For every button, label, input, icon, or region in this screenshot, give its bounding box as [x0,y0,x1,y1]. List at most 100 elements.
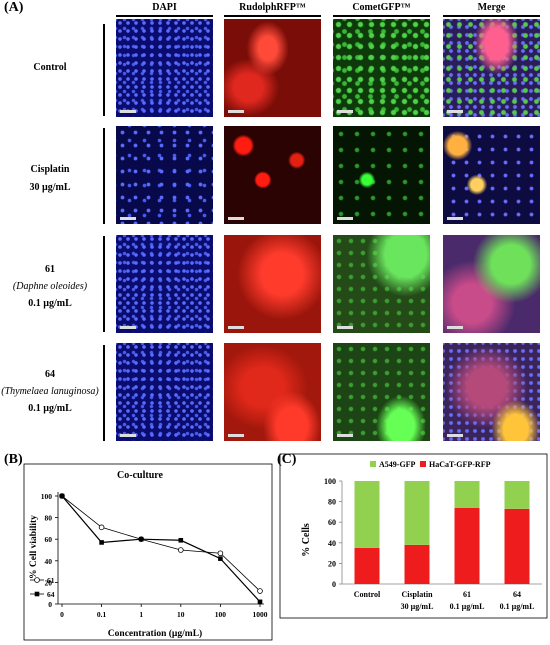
bar-segment-hacat-gfp-rfp [404,544,430,584]
micrograph-64-dapi [116,343,213,441]
data-point-61 [257,588,263,594]
y-tick-label: 0 [48,600,52,609]
scale-bar [228,326,244,329]
chart-frame [23,463,273,641]
scale-bar [120,110,136,113]
y-axis-label: % Cells [301,523,312,557]
data-point-61 [217,550,224,557]
x-tick-label: Cisplatin [401,590,433,599]
bar-segment-a549-gfp [404,481,430,545]
data-point-64 [138,536,144,542]
x-tick-label: 64 [513,590,521,599]
x-tick-label: 1000 [253,610,268,619]
data-point-64 [218,556,223,561]
scale-bar [228,217,244,220]
series-line-64 [61,495,261,603]
y-tick-label: 40 [328,539,336,548]
row-label-61: 61 (Daphne oleoides) 0.1 µg/mL [0,263,100,311]
bar-segment-a549-gfp [454,481,480,508]
y-tick-label: 0 [332,580,336,589]
column-header-rfp: RudolphRFP™ [239,2,306,13]
scale-bar [337,217,353,220]
column-rule [333,15,430,17]
scale-bar [447,434,463,437]
x-tick-label: 0.1 µg/mL [500,602,535,611]
y-tick-label: 60 [45,535,53,544]
axes: 0 20 40 60 80 100 Control Cisplatin 30 µg/mL 61 0.… [324,477,542,611]
row-label-species: (Thymelaea lanuginosa) [1,386,99,397]
x-tick-label: 10 [177,610,185,619]
x-tick-label: 1 [139,610,143,619]
data-point-64 [178,537,184,543]
row-label-line: Cisplatin [30,164,70,175]
y-tick-label: 20 [45,578,53,587]
micrograph-61-gfp [333,235,430,333]
column-header-gfp: CometGFP™ [352,2,411,13]
micrograph-61-merge [443,235,540,333]
scale-bar [447,217,463,220]
legend-label-hacat-gfp-rfp: HaCaT-GFP-RFP [429,460,491,469]
scale-bar [120,434,136,437]
x-tick-label: 0.1 [97,610,107,619]
y-axis-label: % Cell viability [29,515,39,579]
scale-bar [228,434,244,437]
row-label-line: 0.1 µg/mL [28,403,72,414]
x-tick-label: Control [354,590,381,599]
chart-frame [279,453,548,619]
y-tick-label: 100 [41,492,53,501]
bar-segment-a549-gfp [504,481,530,509]
micrograph-64-rfp [224,343,321,441]
row-label-64: 64 (Thymelaea lanuginosa) 0.1 µg/mL [0,368,100,416]
data-point-64 [257,599,263,605]
cell-composition-stacked-bar-chart: % Cells A549-GFP HaCaT-GFP-RFP 0 20 40 60 80 1… [279,453,548,619]
y-tick-label: 80 [45,514,53,523]
row-label-species: (Daphne oleoides) [12,281,88,292]
scale-bar [228,110,244,113]
column-rule [224,15,321,17]
legend-swatch-hacat-gfp-rfp [420,461,426,467]
bar-segment-a549-gfp [354,481,380,548]
bar-segment-hacat-gfp-rfp [454,507,480,584]
y-tick-label: 80 [328,498,336,507]
row-label-line: 64 [45,369,55,380]
y-tick-label: 100 [324,477,336,486]
chart-title: Co-culture [117,470,163,481]
scale-bar [337,434,353,437]
scale-bar [337,326,353,329]
x-tick-label: 100 [215,610,227,619]
plot-area [59,493,263,605]
scale-bar [447,110,463,113]
legend-swatch-a549-gfp [370,461,376,467]
micrograph-control-dapi [116,19,213,117]
panel-c-tag: (C) [277,452,297,467]
row-rule [103,345,105,441]
row-label-cisplatin: Cisplatin 30 µg/mL [0,163,100,195]
bar-segment-hacat-gfp-rfp [504,508,530,584]
row-label-line: 0.1 µg/mL [28,298,72,309]
micrograph-61-dapi [116,235,213,333]
micrograph-64-merge [443,343,540,441]
data-point-64 [99,540,104,545]
row-rule [103,236,105,332]
column-header-dapi: DAPI [152,2,177,13]
row-label-line: 61 [45,264,55,275]
row-rule [103,24,105,116]
column-header-merge: Merge [477,2,506,13]
panel-b-tag: (B) [4,452,23,467]
row-label-line: Control [33,62,67,73]
x-axis-label: Concentration (µg/mL) [108,628,202,639]
scale-bar [120,217,136,220]
y-tick-label: 40 [45,557,53,566]
micrograph-cisplatin-merge [443,126,540,224]
y-tick-label: 60 [328,518,336,527]
micrograph-64-gfp [333,343,430,441]
micrograph-control-merge [443,19,540,117]
x-tick-label: 30 µg/mL [401,602,434,611]
micrograph-cisplatin-gfp [333,126,430,224]
x-tick-label: 0.1 µg/mL [450,602,485,611]
row-rule [103,128,105,224]
data-point-61 [98,524,105,531]
row-label-control: Control [0,61,100,75]
bar-segment-hacat-gfp-rfp [354,547,380,584]
